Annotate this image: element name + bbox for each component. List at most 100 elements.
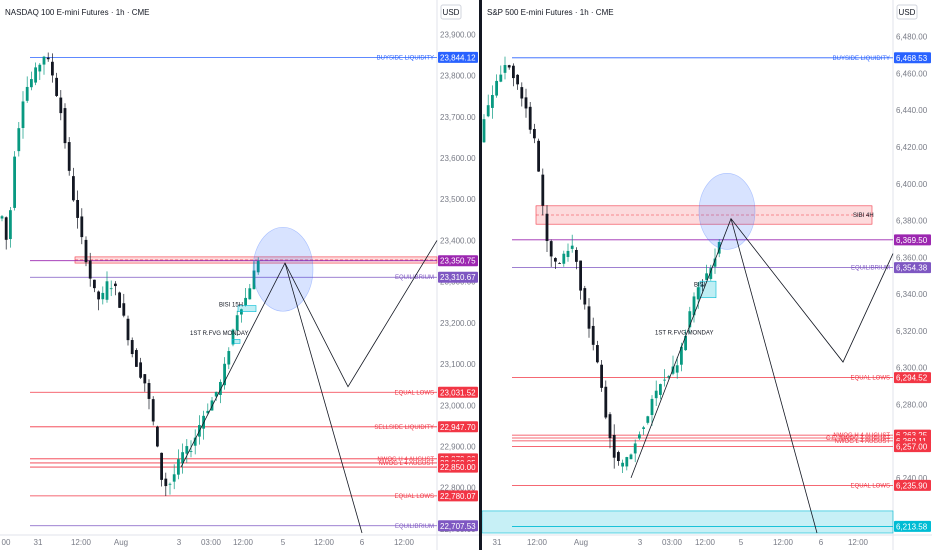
candle-body: [604, 386, 608, 418]
price-tick-label: 6,360.00: [896, 253, 928, 262]
candle-body: [84, 239, 88, 263]
candle-body: [63, 108, 67, 144]
currency-button[interactable]: [896, 4, 918, 20]
level-label: NWOG H 4 AUGUST: [833, 433, 890, 439]
time-tick-label: 31: [34, 538, 43, 547]
level-label: EQUAL LOWS: [395, 390, 434, 396]
candle-body: [646, 416, 650, 423]
candle-body: [516, 74, 519, 85]
time-tick-label: Aug: [574, 538, 588, 547]
time-tick-label: 5: [739, 538, 744, 547]
candle-body: [545, 213, 549, 242]
candle-body: [9, 210, 12, 240]
candle-body: [122, 303, 126, 316]
candle-body: [713, 258, 717, 267]
time-tick-label: 12:00: [394, 538, 415, 547]
candle-body: [164, 478, 168, 487]
candle-body: [93, 279, 96, 289]
candle-body: [591, 325, 595, 345]
candle-body: [650, 398, 654, 415]
candle-body: [126, 318, 130, 341]
price-tick-label: 6,300.00: [896, 364, 928, 373]
price-badge: [438, 421, 478, 433]
candle-body: [596, 345, 599, 363]
candle-body: [80, 216, 84, 238]
price-badge-label: 23,844.12: [440, 53, 476, 62]
candle-body: [223, 363, 226, 386]
candle-body: [231, 329, 235, 345]
candle-body: [709, 268, 713, 279]
price-badge-label: 22,947.70: [440, 423, 476, 432]
candle-body: [520, 87, 524, 99]
level-label: C.E. NWOG 4 AUGUST: [826, 436, 890, 442]
price-badge-label: 22,780.07: [440, 492, 476, 501]
panel-background: [0, 0, 479, 550]
time-tick-label: 12:00: [233, 538, 254, 547]
candle-body: [206, 410, 210, 414]
candle-body: [692, 296, 696, 316]
candle-body: [17, 128, 21, 152]
target-circle: [698, 173, 756, 250]
price-badge: [438, 51, 478, 63]
price-badge-label: 6,294.52: [896, 374, 928, 383]
chart-panel-2[interactable]: S&P 500 E-mini Futures · 1h · CME USD 6,24…: [481, 0, 932, 550]
candle-body: [172, 474, 176, 482]
candle-body: [717, 242, 721, 254]
projection-drop-path: [284, 262, 363, 534]
candle-body: [633, 443, 637, 454]
candle-body: [256, 260, 260, 273]
time-tick-label: 12:00: [848, 538, 869, 547]
time-tick-label: 3: [177, 538, 182, 547]
candle-body: [654, 390, 658, 399]
candle-body: [21, 101, 25, 129]
candle-body: [252, 270, 256, 290]
candle-body: [638, 434, 641, 439]
currency-button[interactable]: [440, 4, 462, 20]
candle-body: [558, 263, 561, 264]
candle-body: [177, 459, 180, 475]
candle-body: [583, 288, 587, 305]
price-badge: [438, 490, 478, 502]
candle-body: [59, 97, 63, 114]
candle-body: [135, 350, 138, 367]
price-badge-label: 23,350.75: [440, 257, 476, 266]
candle-body: [486, 105, 490, 117]
candle-body: [491, 95, 494, 108]
candle-body: [76, 199, 79, 218]
candle-body: [143, 374, 147, 384]
candle-body: [608, 414, 612, 439]
candle-body: [147, 383, 151, 399]
bisi-box: [237, 305, 257, 313]
candle-body: [46, 57, 50, 60]
candle-body: [244, 297, 247, 306]
price-badge-label: 22,850.00: [440, 463, 476, 472]
candle-body: [625, 457, 629, 467]
candle-body: [13, 156, 16, 208]
candle-body: [537, 140, 540, 172]
time-tick-label: 12:00: [71, 538, 92, 547]
candle-body: [675, 365, 679, 373]
candle-body: [701, 285, 704, 287]
time-tick-label: 12:00: [773, 538, 794, 547]
candle-body: [507, 65, 511, 68]
candle-body: [227, 351, 231, 365]
level-label: NWOG L 4 AUGUST: [379, 461, 435, 467]
annotation-label: 1ST R.FVG MONDAY: [655, 330, 713, 336]
panel-divider[interactable]: [479, 0, 482, 550]
time-tick-label: 12:00: [314, 538, 335, 547]
price-badge-label: 6,257.00: [896, 443, 928, 452]
candle-body: [168, 483, 172, 485]
candle-body: [524, 97, 528, 109]
candle-body: [55, 77, 58, 96]
candle-body: [612, 434, 616, 458]
chart-panel-1[interactable]: NASDAQ 100 E-mini Futures · 1h · CME USD 2…: [0, 0, 479, 550]
time-tick-label: 12:00: [695, 538, 716, 547]
candle-body: [541, 174, 545, 206]
level-label: EQUILIBRIUM: [851, 266, 890, 272]
price-tick-label: 23,000.00: [440, 401, 476, 410]
candle-body: [528, 106, 532, 130]
candle-body: [503, 65, 507, 73]
candle-body: [566, 250, 570, 257]
price-badge: [894, 234, 931, 246]
